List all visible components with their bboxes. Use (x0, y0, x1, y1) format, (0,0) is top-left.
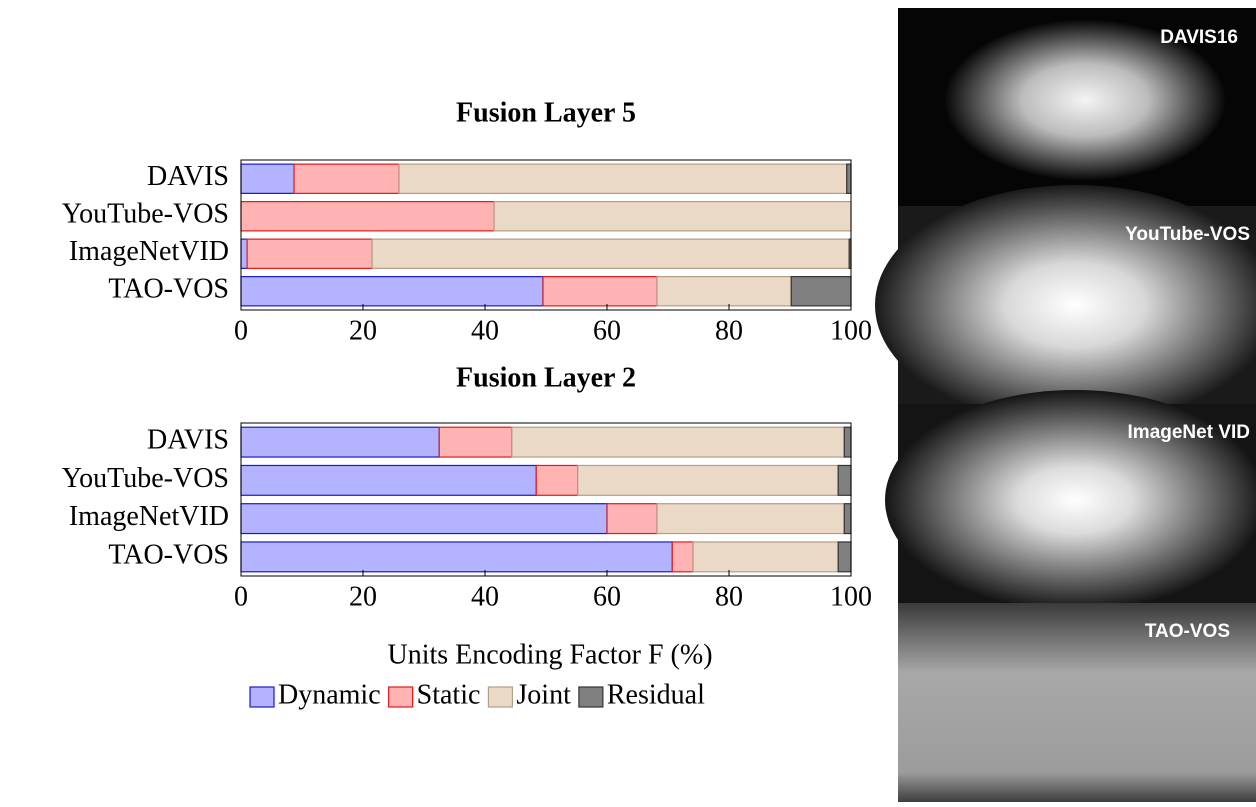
legend-label: Joint (516, 679, 571, 710)
bar-segment (241, 164, 294, 193)
bar-segment (512, 427, 844, 457)
image-label: ImageNet VID (1128, 422, 1250, 443)
bar-segment (241, 427, 439, 457)
image-label: DAVIS16 (1160, 27, 1238, 48)
chart-title: Fusion Layer 5 (456, 97, 636, 128)
y-tick-label: YouTube-VOS (62, 463, 229, 494)
bar-segment (241, 202, 494, 231)
x-tick-label: 60 (593, 581, 621, 612)
image-panels (875, 8, 1256, 802)
y-tick-label: DAVIS (147, 425, 229, 456)
x-tick-label: 0 (234, 581, 248, 612)
bar-segment (372, 239, 849, 268)
bar-segment (494, 202, 851, 231)
bar-segment (657, 277, 791, 306)
bar-segment (672, 542, 693, 572)
bar-segment (844, 504, 851, 534)
legend-swatch (250, 687, 274, 707)
y-tick-label: ImageNetVID (69, 236, 229, 267)
bar-segment (847, 164, 851, 193)
image-label: YouTube-VOS (1125, 224, 1250, 245)
bar-segment (578, 465, 838, 495)
bar-segment (693, 542, 838, 572)
bar-segment (241, 542, 672, 572)
x-tick-label: 20 (349, 315, 377, 346)
legend-swatch (488, 687, 512, 707)
bar-segment (241, 277, 543, 306)
bar-segment (439, 427, 512, 457)
x-tick-label: 60 (593, 315, 621, 346)
bar-segment (838, 542, 851, 572)
x-axis-label: Units Encoding Factor F (%) (387, 639, 712, 670)
x-tick-label: 20 (349, 581, 377, 612)
legend-swatch (579, 687, 603, 707)
x-tick-label: 80 (715, 315, 743, 346)
bar-segment (399, 164, 847, 193)
x-tick-label: 40 (471, 581, 499, 612)
x-tick-label: 40 (471, 315, 499, 346)
legend-swatch (389, 687, 413, 707)
x-tick-label: 100 (830, 315, 872, 346)
bar-segment (241, 504, 607, 534)
legend-label: Static (417, 679, 481, 710)
x-tick-label: 80 (715, 581, 743, 612)
legend-label: Dynamic (278, 679, 381, 710)
bar-segment (844, 427, 851, 457)
bar-segment (241, 239, 247, 268)
figure: Fusion Layer 5 DAVIS YouTube-VOS ImageNetVI… (0, 0, 1256, 802)
bar-segment (294, 164, 399, 193)
image-label: TAO-VOS (1145, 621, 1230, 642)
bar-segment (536, 465, 577, 495)
bar-segment (247, 239, 372, 268)
y-tick-label: TAO-VOS (108, 539, 229, 570)
bar-segment (607, 504, 657, 534)
bar-segment (241, 465, 536, 495)
y-tick-label: YouTube-VOS (62, 199, 229, 230)
bar-segment (543, 277, 657, 306)
x-tick-label: 100 (830, 581, 872, 612)
bar-segment (657, 504, 844, 534)
bar-segment (838, 465, 851, 495)
x-tick-label: 0 (234, 315, 248, 346)
bar-segment (791, 277, 851, 306)
y-tick-label: DAVIS (147, 161, 229, 192)
y-tick-label: ImageNetVID (69, 501, 229, 532)
chart-title: Fusion Layer 2 (456, 362, 636, 393)
y-tick-label: TAO-VOS (108, 274, 229, 305)
legend-label: Residual (607, 679, 705, 710)
